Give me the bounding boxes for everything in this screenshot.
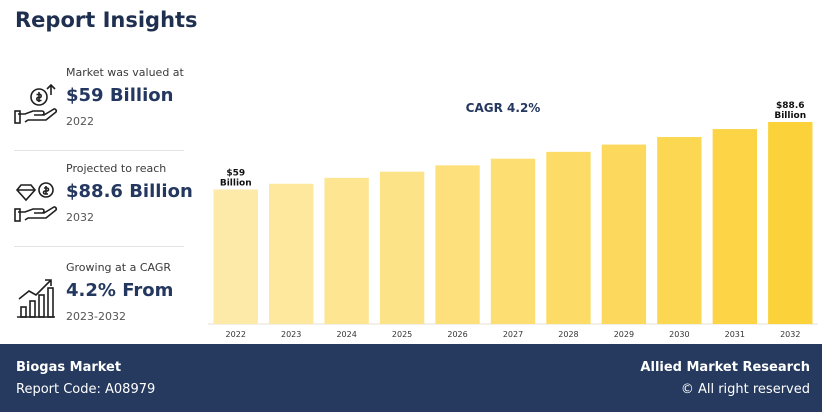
bar-2027	[490, 158, 536, 324]
report-code: Report Code: A08979	[16, 382, 156, 397]
x-tick-label: 2023	[281, 330, 301, 339]
stat-label: Growing at a CAGR	[66, 261, 172, 274]
divider	[14, 150, 184, 151]
stat-year: 2032	[66, 211, 94, 224]
x-tick-label: 2030	[669, 330, 689, 339]
x-tick-label: 2027	[503, 330, 523, 339]
brand-name: Allied Market Research	[640, 360, 810, 375]
bar-2029	[601, 144, 647, 324]
bar-2025	[379, 171, 425, 324]
bar-2026	[435, 165, 480, 324]
money-growth-icon	[14, 83, 58, 124]
chart-title: CAGR 4.2%	[466, 101, 541, 115]
copyright: © All right reserved	[680, 382, 810, 397]
bar-2032	[768, 121, 813, 324]
diamond-money-icon	[14, 182, 58, 222]
page-title: Report Insights	[15, 8, 198, 32]
bar-chart-area: CAGR 4.2% 2022 2023 2024 2025 2026 2027 2028 202…	[200, 96, 822, 344]
x-tick-label: 2029	[614, 330, 634, 339]
x-tick-label: 2032	[780, 330, 800, 339]
bar-2023	[269, 183, 314, 324]
x-tick-label: 2024	[336, 330, 356, 339]
growth-chart-icon	[17, 279, 55, 318]
stat-value: 4.2% From	[66, 280, 174, 301]
stat-value: $88.6 Billion	[66, 181, 193, 202]
stat-year: 2022	[66, 115, 94, 128]
bar-2024	[324, 177, 369, 324]
bar-2031	[712, 129, 757, 324]
data-label: Billion	[774, 111, 806, 121]
market-name: Biogas Market	[16, 360, 122, 375]
data-label: $59	[226, 168, 245, 178]
x-tick-label: 2028	[558, 330, 578, 339]
stat-label: Projected to reach	[66, 162, 167, 175]
bar-chart: CAGR 4.2% 2022 2023 2024 2025 2026 2027 2028 202…	[208, 101, 818, 339]
footer-bar: Biogas Market Report Code: A08979 Allied…	[0, 344, 822, 412]
report-insights-card: Report Insights Market was valued at $59…	[14, 8, 822, 344]
data-label: $88.6	[776, 101, 804, 111]
bar-2030	[657, 137, 702, 324]
x-tick-label: 2026	[447, 330, 467, 339]
divider	[14, 246, 184, 247]
bar-2022	[213, 189, 258, 324]
x-tick-label: 2031	[725, 330, 745, 339]
bar-2028	[546, 151, 591, 324]
stat-value: $59 Billion	[66, 85, 174, 106]
data-label: Billion	[220, 178, 252, 188]
x-tick-label: 2022	[226, 330, 246, 339]
x-tick-label: 2025	[392, 330, 412, 339]
stat-label: Market was valued at	[66, 66, 184, 79]
stat-year: 2023-2032	[66, 310, 126, 323]
